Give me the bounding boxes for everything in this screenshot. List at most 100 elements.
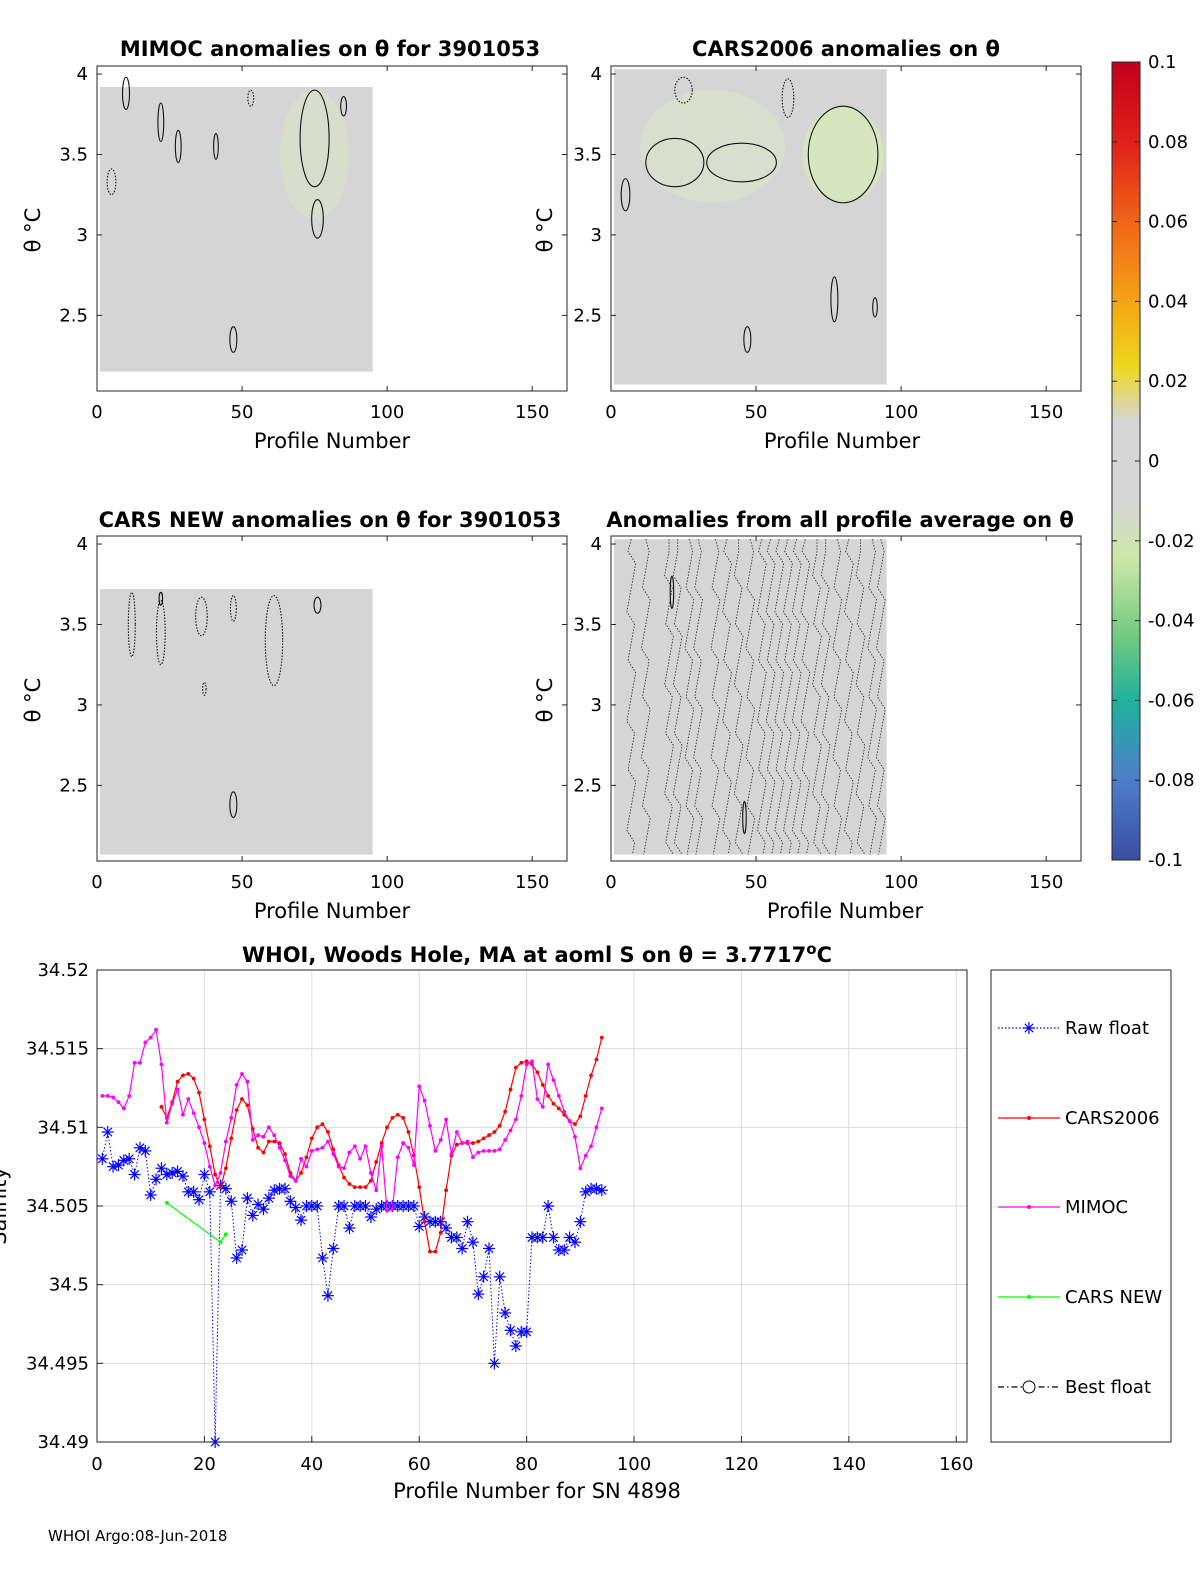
colorbar-tick-label: 0.1 (1148, 52, 1177, 73)
data-point (277, 1145, 282, 1150)
data-point (202, 1117, 207, 1122)
solid-contour (157, 102, 165, 143)
anomaly-tint (802, 106, 884, 203)
data-point (471, 1155, 475, 1160)
data-point (175, 1087, 180, 1092)
data-point (583, 1153, 588, 1158)
y-tick-label: 2.5 (573, 305, 602, 326)
data-point (471, 1141, 475, 1145)
y-tick-label: 4 (591, 534, 602, 555)
data-point (150, 1173, 163, 1186)
y-tick-label: 2.5 (59, 775, 88, 796)
y-tick-label: 34.495 (26, 1353, 89, 1374)
data-point (556, 1106, 561, 1111)
solid-contour (311, 198, 324, 239)
data-point (278, 1182, 291, 1195)
data-point (256, 1133, 261, 1138)
data-point (481, 1149, 486, 1153)
y-tick-label: 4 (77, 64, 88, 85)
data-point (338, 1200, 351, 1212)
data-point (454, 1142, 459, 1147)
data-point (578, 1114, 583, 1119)
anomaly-field (613, 539, 887, 855)
colorbar-tick-label: -0.1 (1148, 850, 1183, 871)
data-point (272, 1133, 277, 1138)
data-point (390, 1207, 395, 1212)
y-tick-label: 2.5 (573, 775, 602, 796)
data-point (546, 1093, 551, 1098)
x-tick-label: 40 (300, 1454, 323, 1475)
data-point (202, 1141, 207, 1145)
data-point (143, 1040, 148, 1045)
data-point (465, 1139, 470, 1144)
data-point (234, 1082, 239, 1087)
legend-item-raw-float: Raw float (998, 1018, 1149, 1039)
y-tick-label: 34.52 (37, 960, 89, 981)
data-point (385, 1125, 389, 1130)
data-point (309, 1149, 314, 1153)
cars-new-panel-title: CARS NEW anomalies on θ for 3901053 (99, 508, 562, 532)
data-point (132, 1060, 137, 1065)
legend-item-cars-new: CARS NEW (998, 1287, 1162, 1308)
dotted-contour (710, 539, 721, 855)
data-point (540, 1104, 545, 1109)
data-point (245, 1079, 250, 1084)
x-tick-label: 150 (515, 872, 549, 893)
solid-contour (742, 800, 747, 835)
data-point (476, 1139, 481, 1144)
data-point (148, 1035, 153, 1040)
data-point (309, 1136, 314, 1141)
colorbar-tick-label: 0.08 (1148, 132, 1188, 153)
solid-contour (158, 591, 164, 606)
data-point (250, 1138, 255, 1142)
data-point (374, 1188, 379, 1193)
data-point (519, 1060, 524, 1065)
data-point (558, 1244, 571, 1257)
mimoc-panel-title: MIMOC anomalies on θ for 3901053 (120, 37, 540, 61)
x-tick-label: 0 (605, 872, 616, 893)
axes-frame (610, 535, 1082, 862)
data-point (342, 1166, 346, 1171)
series-cars2006 (159, 1035, 604, 1254)
data-point (556, 1093, 561, 1098)
data-point (186, 1071, 191, 1076)
x-tick-label: 60 (408, 1454, 431, 1475)
data-point (497, 1147, 502, 1152)
x-tick-label: 20 (193, 1454, 216, 1475)
data-point (144, 1188, 157, 1201)
data-point (520, 1325, 533, 1338)
cars-new-panel-xlabel: Profile Number (254, 899, 411, 923)
data-point (530, 1059, 534, 1064)
y-tick-label: 3.5 (573, 144, 602, 165)
data-point (170, 1101, 175, 1106)
data-point (234, 1108, 239, 1112)
data-point (347, 1182, 352, 1186)
x-tick-label: 120 (724, 1454, 758, 1475)
data-point (207, 1164, 212, 1169)
data-point (187, 1185, 200, 1198)
data-point (121, 1106, 126, 1111)
data-point (315, 1125, 320, 1130)
legend-item-cars2006: CARS2006 (998, 1108, 1160, 1129)
mimoc-anomaly-panel: MIMOC anomalies on θ for 3901053 0 50 100 1… (21, 37, 568, 453)
data-point (481, 1136, 486, 1141)
data-point (277, 1141, 282, 1145)
data-point (101, 1126, 114, 1139)
data-point (488, 1357, 501, 1370)
data-point (456, 1242, 469, 1255)
dotted-contour (264, 594, 284, 687)
data-point (289, 1201, 302, 1214)
cars2006-panel-ylabel: θ °C (533, 208, 557, 253)
dotted-contour (640, 539, 651, 855)
y-tick-label: 4 (591, 64, 602, 85)
data-point (197, 1090, 201, 1095)
data-point (395, 1155, 400, 1160)
x-tick-label: 150 (515, 402, 549, 423)
data-point (589, 1073, 593, 1078)
salinity-plot-xlabel: Profile Number for SN 4898 (393, 1479, 681, 1503)
data-point (272, 1139, 277, 1144)
colorbar-tick-label: -0.08 (1148, 770, 1195, 791)
y-tick-label: 34.515 (26, 1039, 89, 1060)
data-point (483, 1242, 496, 1255)
